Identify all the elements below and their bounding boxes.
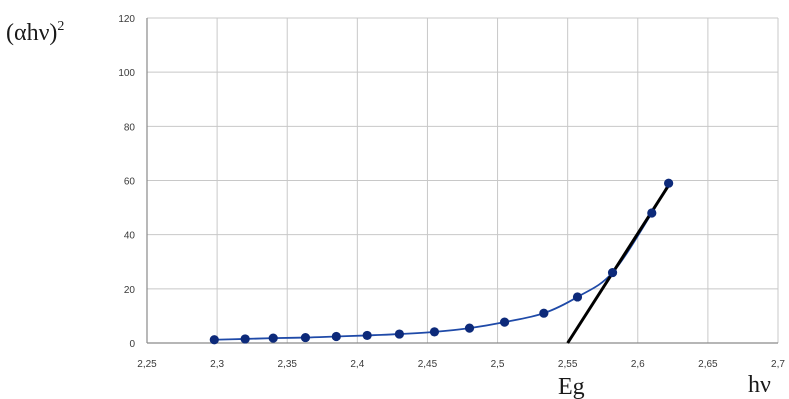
data-point (331, 331, 341, 342)
y-tick-label: 40 (124, 231, 136, 242)
x-tick-label: 2,6 (631, 359, 645, 370)
y-tick-labels: 0 20 40 60 80 100 120 (118, 14, 135, 350)
x-tick-label: 2,35 (277, 359, 297, 370)
eg-annotation: Eg (558, 374, 585, 399)
x-tick-labels: 2,25 2,3 2,35 2,4 2,45 2,5 2,55 2,6 2,65 2,7 (137, 359, 785, 370)
axes (146, 18, 778, 344)
data-point (647, 208, 657, 218)
data-point (464, 323, 475, 333)
y-tick-label: 80 (124, 122, 136, 133)
y-tick-label: 120 (118, 14, 135, 25)
y-tick-label: 100 (118, 68, 135, 79)
x-tick-label: 2,45 (418, 359, 438, 370)
y-tick-label: 20 (124, 285, 136, 296)
data-point (539, 308, 549, 318)
data-point (429, 327, 440, 337)
data-point (300, 332, 311, 343)
y-tick-label: 0 (129, 339, 135, 350)
data-point (607, 267, 618, 278)
x-tick-label: 2,4 (350, 359, 364, 370)
x-tick-label: 2,65 (698, 359, 718, 370)
data-points (209, 178, 674, 345)
x-tick-label: 2,55 (558, 359, 578, 370)
y-axis-label: (αhν)2 (6, 19, 64, 46)
x-tick-label: 2,7 (771, 359, 785, 370)
x-tick-label: 2,25 (137, 359, 157, 370)
fit-line (566, 182, 672, 344)
x-tick-label: 2,5 (491, 359, 505, 370)
series-line (214, 182, 670, 341)
data-point (572, 292, 583, 302)
data-point (394, 329, 404, 339)
data-point (664, 178, 674, 188)
x-tick-label: 2,3 (210, 359, 224, 370)
data-point (362, 330, 372, 341)
grid-lines (147, 17, 779, 343)
y-tick-label: 60 (124, 177, 136, 188)
data-point (240, 334, 250, 344)
data-point (268, 333, 278, 343)
x-axis-label: hν (748, 372, 771, 398)
data-point (209, 335, 219, 345)
data-point (499, 317, 510, 327)
